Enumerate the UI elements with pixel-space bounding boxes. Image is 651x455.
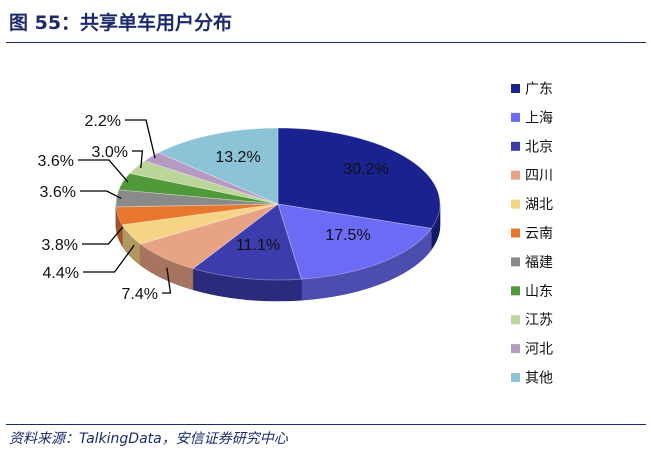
leader-line-江苏 — [132, 150, 144, 169]
pie-slice-四川 — [139, 203, 279, 270]
legend-label-北京: 北京 — [525, 139, 553, 155]
legend-label-河北: 河北 — [525, 342, 553, 358]
data-label-江苏: 3.0% — [92, 144, 128, 161]
legend-label-江苏: 江苏 — [525, 313, 553, 329]
pie-sides — [115, 203, 441, 302]
leader-line-福建 — [80, 190, 122, 200]
pie-slice-北京 — [192, 203, 302, 281]
legend-label-广东: 广东 — [525, 82, 553, 98]
pie-slice-其他 — [157, 127, 279, 205]
legend-swatch-上海 — [511, 112, 520, 122]
legend-label-上海: 上海 — [525, 110, 553, 126]
data-label-山东: 3.6% — [38, 153, 74, 170]
data-label-其他: 13.2% — [215, 149, 260, 166]
data-label-云南: 3.8% — [42, 237, 78, 254]
leader-line-河北 — [125, 119, 156, 159]
pie-leader-lines — [78, 119, 172, 294]
pie-slice-山东 — [118, 172, 279, 205]
pie-slice-云南 — [115, 203, 279, 226]
leader-line-云南 — [82, 226, 124, 245]
leader-line-山东 — [78, 159, 129, 183]
figure-title: 图 55：共享单车用户分布 — [9, 12, 233, 34]
pie-chart: 30.2% 17.5% 11.1% 7.4% 4.4% 3.8% 3.6% 3.6% 3.0% 2… — [38, 82, 553, 387]
pie-data-labels: 30.2% 17.5% 11.1% 7.4% 4.4% 3.8% 3.6% 3.6% 3.0% 2… — [38, 113, 389, 303]
legend-label-四川: 四川 — [525, 168, 553, 184]
data-label-湖北: 4.4% — [43, 265, 79, 282]
pie-slice-河北 — [143, 152, 279, 205]
pie-slice-上海 — [277, 203, 433, 280]
legend-swatch-其他 — [511, 373, 520, 382]
legend-label-其他: 其他 — [525, 371, 553, 387]
legend-swatch-湖北 — [511, 199, 520, 209]
pie-tops — [115, 127, 441, 281]
data-label-北京: 11.1% — [236, 237, 280, 254]
legend-swatch-四川 — [511, 170, 520, 180]
title-divider — [6, 42, 646, 43]
source-note: 资料来源：TalkingData，安信证券研究中心 — [9, 431, 288, 447]
legend-label-福建: 福建 — [525, 255, 553, 271]
data-label-福建: 3.6% — [40, 184, 76, 201]
leader-line-湖北 — [83, 244, 135, 273]
pie-slice-福建 — [115, 189, 279, 208]
data-label-上海: 17.5% — [325, 227, 370, 244]
legend-swatch-河北 — [511, 344, 520, 354]
data-label-四川: 7.4% — [122, 286, 158, 303]
legend-label-山东: 山东 — [525, 284, 553, 300]
data-label-广东: 30.2% — [343, 161, 388, 178]
pie-slice-湖北 — [121, 203, 279, 245]
legend-label-云南: 云南 — [525, 226, 553, 242]
legend-swatch-江苏 — [511, 315, 520, 325]
legend-swatch-福建 — [511, 257, 520, 267]
legend-swatch-广东 — [511, 84, 520, 93]
pie-slice-江苏 — [128, 160, 279, 205]
leader-line-四川 — [162, 267, 172, 294]
data-label-河北: 2.2% — [85, 113, 121, 130]
legend-swatch-北京 — [511, 141, 520, 151]
legend-swatch-云南 — [511, 228, 520, 238]
pie-slice-广东 — [277, 127, 441, 229]
legend-label-湖北: 湖北 — [525, 197, 553, 213]
legend-swatch-山东 — [511, 286, 520, 296]
footer-divider — [6, 424, 646, 425]
